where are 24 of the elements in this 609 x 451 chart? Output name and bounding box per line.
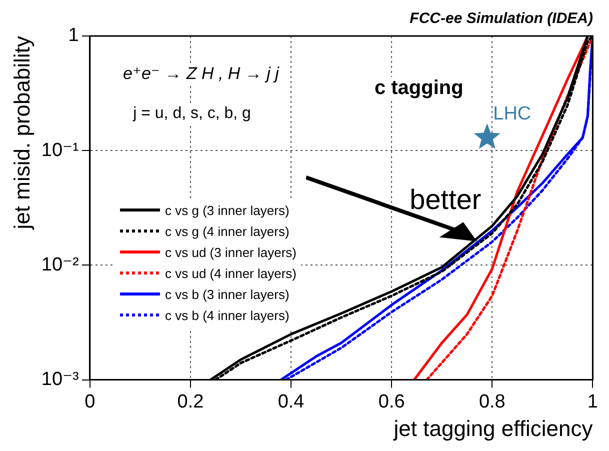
x-tick-label: 0 [84, 391, 96, 412]
legend-label: c vs g (3 inner layers) [165, 202, 290, 218]
x-axis-title: jet tagging efficiency [392, 416, 593, 441]
annotation: c tagging [371, 77, 466, 100]
x-tick-label: 1 [587, 391, 598, 412]
series-label: LHC [493, 103, 532, 124]
annotation: e⁺e⁻ → Z H , H → j j [120, 64, 282, 84]
legend-label: c vs g (4 inner layers) [165, 224, 290, 239]
y-tick-label: 1 [68, 25, 79, 46]
y-tick-label: 10⁻³ [41, 369, 79, 390]
x-tick-label: 0.8 [478, 391, 506, 412]
legend-label: c vs b (3 inner layers) [165, 286, 290, 302]
y-tick-label: 10⁻¹ [41, 140, 79, 161]
y-axis-title: jet misid. probability [9, 36, 34, 230]
legend-label: c vs ud (3 inner layers) [165, 244, 297, 260]
x-tick-label: 0.6 [378, 391, 405, 412]
legend-label: c vs ud (4 inner layers) [165, 266, 297, 281]
x-tick-label: 0.4 [278, 391, 305, 412]
annotation: better [406, 184, 484, 216]
y-tick-label: 10⁻² [41, 254, 79, 276]
legend-label: c vs b (4 inner layers) [165, 308, 290, 323]
annotation: j = u, d, s, c, b, g [130, 104, 254, 123]
chart-title: FCC-ee Simulation (IDEA) [410, 10, 593, 28]
x-tick-label: 0.2 [177, 391, 204, 412]
